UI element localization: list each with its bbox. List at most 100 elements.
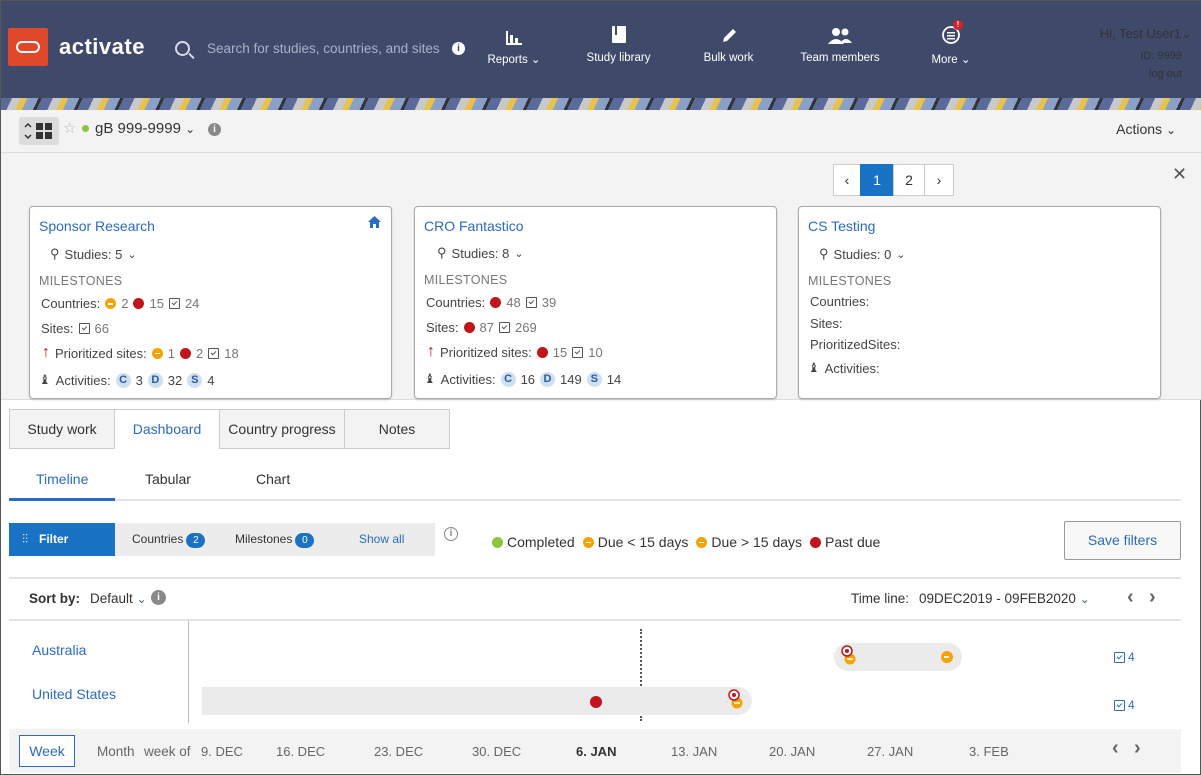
countries-milestones-row: Countries: 2 15 24 xyxy=(41,296,199,311)
week-view-button[interactable]: Week xyxy=(19,735,75,767)
prioritized-label: Prioritized sites: xyxy=(440,344,532,360)
past-due-icon xyxy=(490,297,502,308)
row-count[interactable]: 4 xyxy=(1114,698,1135,712)
due-soon-icon xyxy=(105,298,117,309)
close-icon[interactable]: ✕ xyxy=(1172,164,1188,184)
timeline-bar[interactable] xyxy=(834,643,962,671)
decorative-banner xyxy=(1,98,1201,110)
prioritized-sites-row: ↑ Prioritized sites: 15 10 xyxy=(427,343,603,361)
study-switcher-button[interactable] xyxy=(19,117,59,145)
week-date-label: 16. DEC xyxy=(276,744,326,759)
completed-icon xyxy=(572,346,584,358)
studies-dropdown[interactable]: ⚲ Studies: 8 ⌄ xyxy=(437,245,524,261)
milestones-filter[interactable]: Milestones 0 xyxy=(235,532,315,548)
priority-arrow-icon: ↑ xyxy=(427,343,435,360)
show-all-link[interactable]: Show all xyxy=(359,532,405,546)
completed-icon xyxy=(168,298,180,309)
user-menu[interactable]: Hi, Test User1⌄ xyxy=(1100,26,1192,42)
completed-icon xyxy=(498,322,510,333)
timeline-range-dropdown[interactable]: 09DEC2019 - 09FEB2020 ⌄ xyxy=(919,591,1090,606)
week-date-label: 20. JAN xyxy=(769,744,816,759)
chevron-down-icon: ⌄ xyxy=(1079,592,1090,606)
global-search-input[interactable]: Search for studies, countries, and sites xyxy=(207,41,440,56)
studies-dropdown[interactable]: ⚲ Studies: 0 ⌄ xyxy=(819,246,906,262)
search-icon[interactable] xyxy=(175,41,190,56)
footer-prev-icon[interactable]: ‹ xyxy=(1112,737,1119,759)
completed-legend-icon xyxy=(492,536,503,548)
info-icon[interactable]: i xyxy=(444,527,458,541)
divider xyxy=(9,577,1181,579)
pager-prev-button[interactable]: ‹ xyxy=(833,164,861,196)
tab-study-work[interactable]: Study work xyxy=(9,409,115,449)
past-due-icon xyxy=(536,346,548,358)
tab-notes[interactable]: Notes xyxy=(344,409,450,449)
sites-milestones-row: Sites: 87 269 xyxy=(426,320,537,335)
studies-dropdown[interactable]: ⚲ Studies: 5 ⌄ xyxy=(50,246,137,262)
org-card-title[interactable]: Sponsor Research xyxy=(39,218,155,234)
country-link-united-states[interactable]: United States xyxy=(32,686,117,702)
countries-filter[interactable]: Countries 2 xyxy=(132,532,206,548)
flask-icon: ⚲ xyxy=(437,245,447,260)
activities-label: Activities: xyxy=(55,372,111,388)
oracle-logo-icon[interactable] xyxy=(8,28,48,66)
milestone-marker[interactable] xyxy=(728,689,748,714)
studies-count: Studies: 8 xyxy=(451,245,510,261)
milestone-marker[interactable] xyxy=(841,645,861,670)
info-icon[interactable]: i xyxy=(452,42,465,55)
month-view-button[interactable]: Month xyxy=(97,744,135,759)
nav-team-members[interactable]: Team members xyxy=(796,23,884,64)
due-soon-icon xyxy=(151,347,163,359)
completed-icon xyxy=(1114,651,1125,663)
user-greeting: Hi, Test User1 xyxy=(1099,26,1182,41)
week-date-label: 9. DEC xyxy=(201,744,243,759)
top-navigation-bar xyxy=(1,1,1201,98)
row-count[interactable]: 4 xyxy=(1114,650,1135,664)
tab-dashboard[interactable]: Dashboard xyxy=(114,409,220,449)
info-icon[interactable]: i xyxy=(208,123,221,136)
countries-label: Countries: xyxy=(810,294,870,309)
legend-past-due: Past due xyxy=(825,534,881,550)
filter-button[interactable]: ⫶⫶ Filter xyxy=(9,523,115,556)
timeline-next-icon[interactable]: › xyxy=(1149,586,1156,608)
subtab-chart[interactable]: Chart xyxy=(256,471,291,487)
org-card-title[interactable]: CS Testing xyxy=(808,218,876,234)
sort-dropdown[interactable]: Default ⌄ xyxy=(90,591,147,606)
star-icon[interactable]: ☆ xyxy=(63,120,77,137)
tab-country-progress[interactable]: Country progress xyxy=(219,409,345,449)
timeline-bar[interactable] xyxy=(202,687,752,715)
timeline-prev-icon[interactable]: ‹ xyxy=(1127,586,1134,608)
nav-bulk-work[interactable]: Bulk work xyxy=(696,23,761,64)
pager-next-button[interactable]: › xyxy=(924,164,954,196)
countries-past-due-count: 15 xyxy=(149,296,164,311)
study-selector[interactable]: gB 999-9999 ⌄ xyxy=(95,120,195,137)
row-count-value: 4 xyxy=(1128,650,1135,664)
country-link-australia[interactable]: Australia xyxy=(32,642,87,658)
user-id: ID: 9999 xyxy=(1140,50,1182,62)
info-icon[interactable]: i xyxy=(151,590,166,605)
milestone-marker[interactable] xyxy=(941,651,953,663)
pager-page-1[interactable]: 1 xyxy=(860,164,894,196)
activity-d-count: 149 xyxy=(560,371,582,387)
nav-more[interactable]: ! More ⌄ xyxy=(926,20,976,66)
users-icon xyxy=(796,23,884,45)
legend-completed: Completed xyxy=(507,534,575,550)
actions-menu[interactable]: Actions ⌄ xyxy=(1116,121,1176,137)
sites-milestones-row: Sites: 66 xyxy=(41,321,109,336)
footer-next-icon[interactable]: › xyxy=(1134,737,1141,759)
org-card-title[interactable]: CRO Fantastico xyxy=(424,218,524,234)
filter-label: Filter xyxy=(39,532,69,546)
logout-link[interactable]: log out xyxy=(1148,68,1182,80)
subtab-timeline[interactable]: Timeline xyxy=(36,471,89,487)
nav-bulk-work-label: Bulk work xyxy=(703,52,754,64)
milestone-marker[interactable] xyxy=(590,696,602,708)
nav-reports-label: Reports xyxy=(487,54,528,66)
brand-name: activate xyxy=(59,34,145,59)
nav-study-library[interactable]: Study library xyxy=(581,23,656,64)
save-filters-button[interactable]: Save filters xyxy=(1064,521,1181,560)
chevron-down-icon: ⌄ xyxy=(530,54,541,66)
activities-row: ♝ Activities: xyxy=(808,360,880,376)
flask-icon: ⚲ xyxy=(819,246,829,261)
pager-page-2[interactable]: 2 xyxy=(893,164,925,196)
nav-reports[interactable]: Reports ⌄ xyxy=(479,23,549,66)
subtab-tabular[interactable]: Tabular xyxy=(145,471,191,487)
